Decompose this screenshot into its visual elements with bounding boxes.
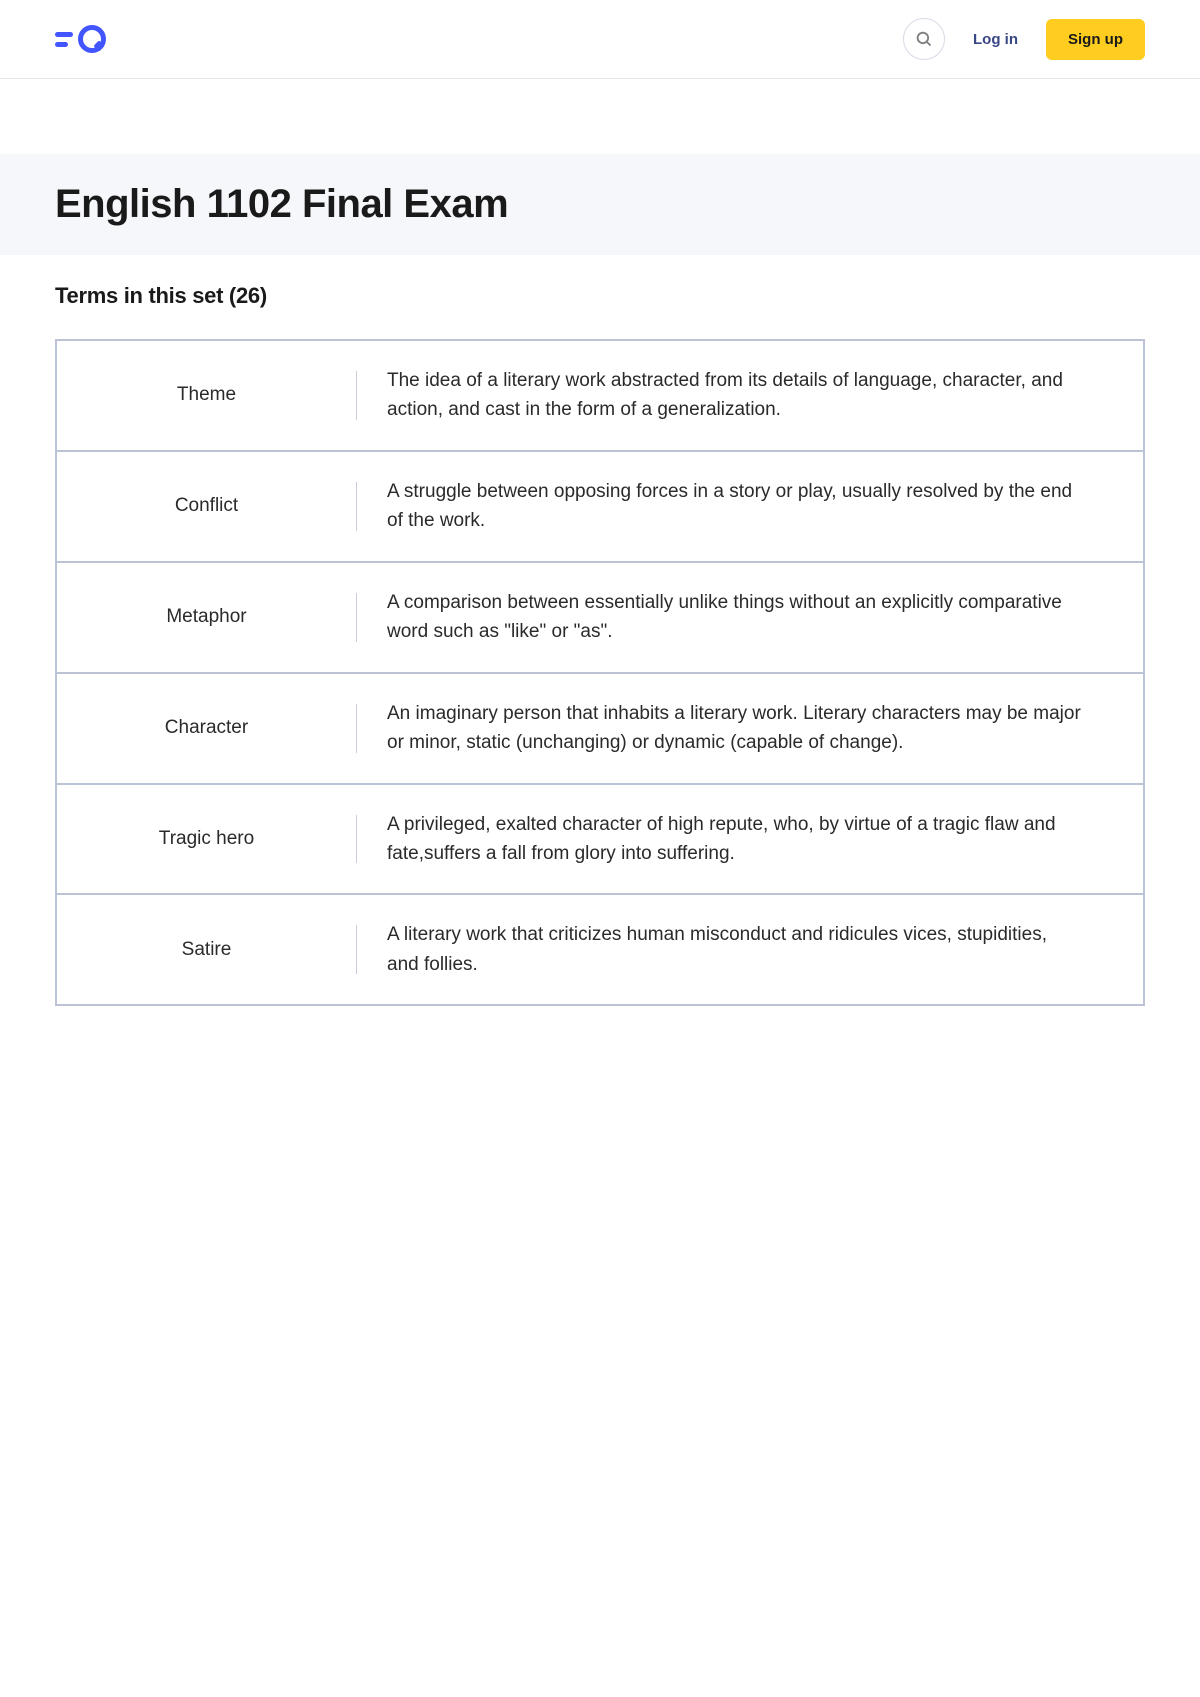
term-definition: A literary work that criticizes human mi… <box>357 920 1143 979</box>
term-name: Theme <box>57 371 357 420</box>
term-row[interactable]: MetaphorA comparison between essentially… <box>57 563 1143 674</box>
terms-count-header: Terms in this set (26) <box>55 283 1145 309</box>
term-row[interactable]: SatireA literary work that criticizes hu… <box>57 895 1143 1004</box>
term-row[interactable]: ThemeThe idea of a literary work abstrac… <box>57 341 1143 452</box>
search-button[interactable] <box>903 18 945 60</box>
term-row[interactable]: CharacterAn imaginary person that inhabi… <box>57 674 1143 785</box>
header-actions: Log in Sign up <box>903 18 1145 60</box>
term-name: Tragic hero <box>57 815 357 864</box>
main-content: English 1102 Final Exam Terms in this se… <box>0 79 1200 1006</box>
logo-bars-icon <box>55 32 73 47</box>
login-link[interactable]: Log in <box>973 31 1018 48</box>
term-definition: The idea of a literary work abstracted f… <box>357 366 1143 425</box>
page-title: English 1102 Final Exam <box>0 182 1200 227</box>
term-definition: A struggle between opposing forces in a … <box>357 477 1143 536</box>
term-definition: A privileged, exalted character of high … <box>357 810 1143 869</box>
term-definition: An imaginary person that inhabits a lite… <box>357 699 1143 758</box>
header: Log in Sign up <box>0 0 1200 79</box>
term-row[interactable]: ConflictA struggle between opposing forc… <box>57 452 1143 563</box>
term-name: Character <box>57 704 357 753</box>
term-name: Satire <box>57 925 357 974</box>
term-name: Metaphor <box>57 593 357 642</box>
terms-table: ThemeThe idea of a literary work abstrac… <box>55 339 1145 1006</box>
title-section: English 1102 Final Exam <box>0 154 1200 255</box>
term-definition: A comparison between essentially unlike … <box>357 588 1143 647</box>
search-icon <box>915 30 933 48</box>
logo-magnifier-icon <box>78 25 106 53</box>
term-row[interactable]: Tragic heroA privileged, exalted charact… <box>57 785 1143 896</box>
term-name: Conflict <box>57 482 357 531</box>
signup-button[interactable]: Sign up <box>1046 19 1145 60</box>
logo[interactable] <box>55 25 106 53</box>
